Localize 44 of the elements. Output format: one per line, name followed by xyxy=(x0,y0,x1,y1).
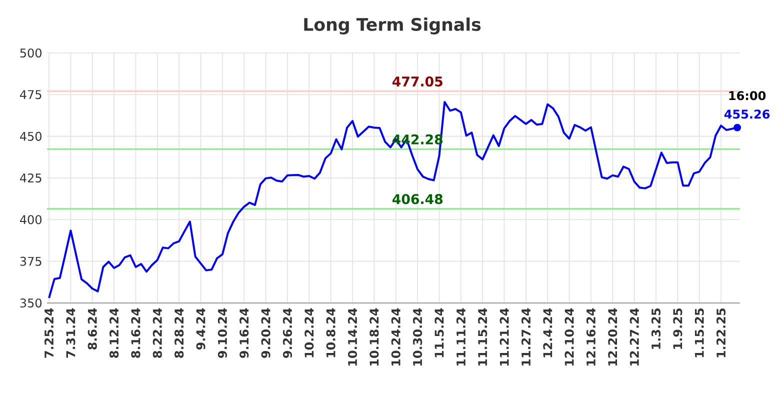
x-tick-label: 11.5.24 xyxy=(434,308,444,358)
chart-title: Long Term Signals xyxy=(304,18,481,34)
x-tick-label: 12.10.24 xyxy=(564,308,574,366)
x-tick-label: 9.20.24 xyxy=(261,308,270,358)
x-tick-label: 8.16.24 xyxy=(131,308,140,358)
annotation: 16:00 xyxy=(729,91,766,100)
x-tick-label: 1.15.25 xyxy=(694,308,704,358)
ref-line-label: 406.48 xyxy=(392,194,443,204)
x-tick-label: 10.18.24 xyxy=(370,308,379,366)
x-tick-label: 12.16.24 xyxy=(586,308,596,366)
x-tick-label: 9.16.24 xyxy=(240,308,249,358)
x-tick-label: 8.6.24 xyxy=(88,308,97,350)
y-tick-label: 350 xyxy=(20,298,42,308)
y-tick-label: 375 xyxy=(20,256,42,266)
x-tick-label: 8.12.24 xyxy=(110,308,119,358)
data-label: 455.26 xyxy=(724,110,770,119)
y-tick-label: 400 xyxy=(20,215,42,224)
x-tick-label: 10.8.24 xyxy=(326,308,336,358)
x-tick-label: 11.21.24 xyxy=(500,308,509,366)
y-tick-label: 425 xyxy=(20,173,42,183)
x-tick-label: 10.30.24 xyxy=(413,308,422,366)
x-tick-label: 7.31.24 xyxy=(66,308,76,358)
y-tick-label: 475 xyxy=(20,90,42,100)
x-tick-label: 12.27.24 xyxy=(630,308,639,366)
x-tick-label: 9.4.24 xyxy=(196,308,206,350)
x-tick-label: 1.9.25 xyxy=(673,308,682,349)
x-tick-label: 8.28.24 xyxy=(174,308,184,358)
x-tick-label: 12.20.24 xyxy=(608,308,618,366)
x-tick-label: 1.22.25 xyxy=(716,308,726,358)
x-tick-label: 9.26.24 xyxy=(282,308,292,358)
x-tick-label: 11.27.24 xyxy=(521,308,530,366)
x-tick-label: 10.2.24 xyxy=(304,308,314,358)
x-tick-label: 12.4.24 xyxy=(543,308,552,358)
y-tick-label: 500 xyxy=(20,48,42,58)
x-tick-label: 7.25.24 xyxy=(44,308,54,358)
y-tick-label: 450 xyxy=(20,132,42,141)
x-tick-label: 11.15.24 xyxy=(478,308,488,366)
x-tick-label: 8.22.24 xyxy=(152,308,162,358)
x-tick-label: 11.11.24 xyxy=(456,308,466,366)
ref-line-label: 477.05 xyxy=(392,76,442,87)
x-tick-label: 10.14.24 xyxy=(348,308,358,366)
x-tick-label: 1.3.25 xyxy=(651,308,661,349)
x-tick-label: 10.24.24 xyxy=(391,308,400,366)
x-tick-label: 9.10.24 xyxy=(218,308,227,358)
